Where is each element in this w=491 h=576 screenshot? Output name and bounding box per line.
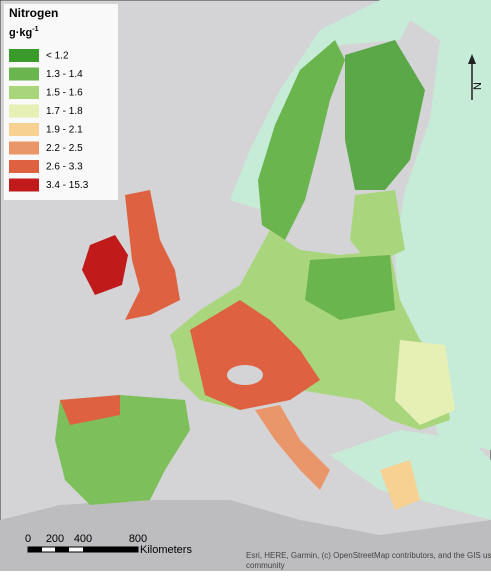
legend-label: 1.3 - 1.4 — [46, 69, 83, 80]
ireland — [82, 235, 128, 295]
switzerland — [227, 365, 263, 385]
scale-bar-segment — [83, 547, 138, 552]
legend-swatch — [9, 49, 39, 62]
legend-label: 1.5 - 1.6 — [46, 88, 83, 99]
legend-swatch — [9, 123, 39, 136]
sweden — [258, 40, 345, 240]
north-label: N — [472, 82, 484, 90]
north-arrow-head — [468, 54, 476, 64]
legend-swatch — [9, 141, 39, 155]
legend-label: 1.9 - 2.1 — [46, 125, 83, 136]
unit-base: g·kg — [9, 27, 32, 39]
legend-label: 2.6 - 3.3 — [46, 162, 83, 173]
africa — [0, 500, 491, 571]
poland — [305, 255, 395, 320]
scale-label: 800 — [129, 533, 147, 545]
legend-swatch — [9, 67, 39, 81]
attribution: Esri, HERE, Garmin, (c) OpenStreetMap co… — [246, 551, 491, 560]
legend-label: 2.2 - 2.5 — [46, 143, 83, 154]
north-arrow: N — [468, 54, 484, 100]
legend-swatch — [9, 104, 39, 118]
italy — [255, 405, 330, 490]
legend-unit: g·kg-1 — [9, 26, 39, 39]
legend-title: Nitrogen — [9, 6, 58, 20]
scale-bar-segment — [55, 547, 69, 552]
legend-swatch — [9, 86, 39, 99]
scale-bar: Kilometers 0 200 400 800 — [25, 533, 193, 556]
scale-bar-segment — [28, 547, 42, 552]
great-britain — [125, 190, 180, 320]
legend-label: < 1.2 — [46, 51, 69, 62]
legend-swatch — [9, 160, 39, 173]
scale-label: 400 — [74, 533, 92, 545]
finland — [345, 40, 425, 190]
unit-exponent: -1 — [32, 26, 38, 33]
alps-france — [190, 300, 320, 410]
attribution: community — [246, 561, 285, 570]
scale-label: 0 — [25, 533, 31, 545]
legend-swatch — [9, 178, 39, 192]
norway — [230, 0, 420, 210]
iberia — [55, 395, 190, 505]
legend-label: 3.4 - 15.3 — [46, 180, 89, 191]
north-iberia — [60, 395, 120, 425]
legend-items: < 1.2 1.3 - 1.4 1.5 - 1.6 1.7 - 1.8 1.9 - 2.… — [9, 49, 89, 192]
scale-label: 200 — [46, 533, 64, 545]
scale-unit: Kilometers — [140, 544, 192, 556]
greece — [380, 460, 420, 510]
legend-label: 1.7 - 1.8 — [46, 106, 83, 117]
baltics — [350, 190, 405, 265]
romania — [395, 340, 455, 425]
